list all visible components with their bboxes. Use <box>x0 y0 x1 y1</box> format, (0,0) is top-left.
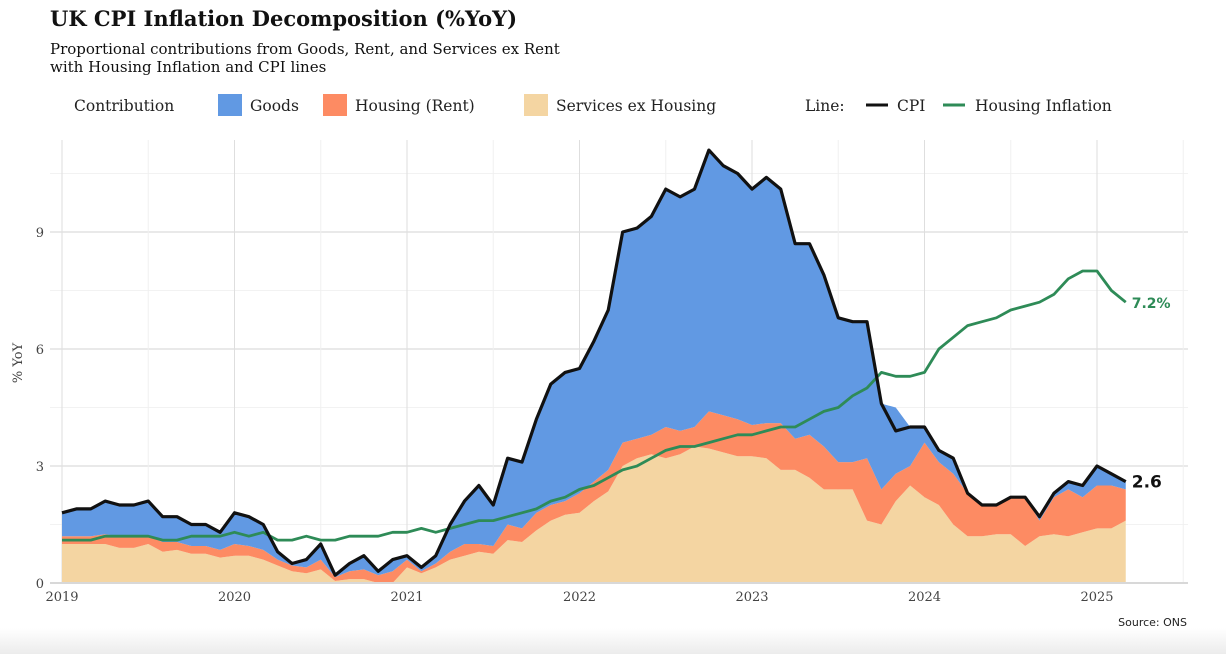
source-note: Source: ONS <box>1118 616 1187 629</box>
legend-label-services: Services ex Housing <box>556 97 716 115</box>
area-goods <box>62 150 1126 578</box>
bottom-shadow <box>0 628 1226 654</box>
legend-swatch-goods <box>218 94 242 116</box>
subtitle-line-1: Proportional contributions from Goods, R… <box>50 40 560 58</box>
y-tick-label: 3 <box>36 460 44 475</box>
x-tick-label: 2025 <box>1080 590 1113 605</box>
area-housing-rent <box>62 411 1126 583</box>
y-tick-label: 0 <box>36 577 44 592</box>
axes: 0 3 6 9 2019 2020 2021 2022 2023 2024 2025 <box>36 226 1188 605</box>
line-cpi <box>61 148 1127 577</box>
x-tick-label: 2019 <box>45 590 78 605</box>
chart-subtitle: Proportional contributions from Goods, R… <box>50 40 750 76</box>
legend-swatch-housing-rent <box>323 94 347 116</box>
end-label-housing-inflation: 7.2% <box>1132 296 1171 312</box>
y-tick-label: 9 <box>36 226 44 241</box>
x-tick-label: 2024 <box>908 590 941 605</box>
subtitle-line-2: with Housing Inflation and CPI lines <box>50 58 327 76</box>
line-housing-inflation <box>62 269 1127 542</box>
legend-label-housing-rent: Housing (Rent) <box>355 97 475 115</box>
legend-swatch-services <box>524 94 548 116</box>
legend-label-housing-inflation: Housing Inflation <box>975 97 1112 115</box>
y-axis-label: % YoY <box>11 342 26 383</box>
y-tick-label: 6 <box>36 343 44 358</box>
x-tick-label: 2021 <box>390 590 423 605</box>
legend-title-line: Line: <box>805 97 845 115</box>
x-tick-label: 2020 <box>218 590 251 605</box>
legend-title-contribution: Contribution <box>74 97 174 115</box>
x-tick-label: 2023 <box>735 590 768 605</box>
x-tick-label: 2022 <box>563 590 596 605</box>
chart-title: UK CPI Inflation Decomposition (%YoY) <box>50 6 518 31</box>
line-series: 7.2% 2.6 <box>61 148 1171 577</box>
end-label-cpi: 2.6 <box>1132 473 1162 493</box>
legend: Contribution Goods Housing (Rent) Servic… <box>74 94 1112 116</box>
legend-label-goods: Goods <box>250 97 299 115</box>
legend-label-cpi: CPI <box>897 97 925 115</box>
area-services-ex-housing <box>62 446 1126 583</box>
stacked-areas <box>62 150 1126 583</box>
